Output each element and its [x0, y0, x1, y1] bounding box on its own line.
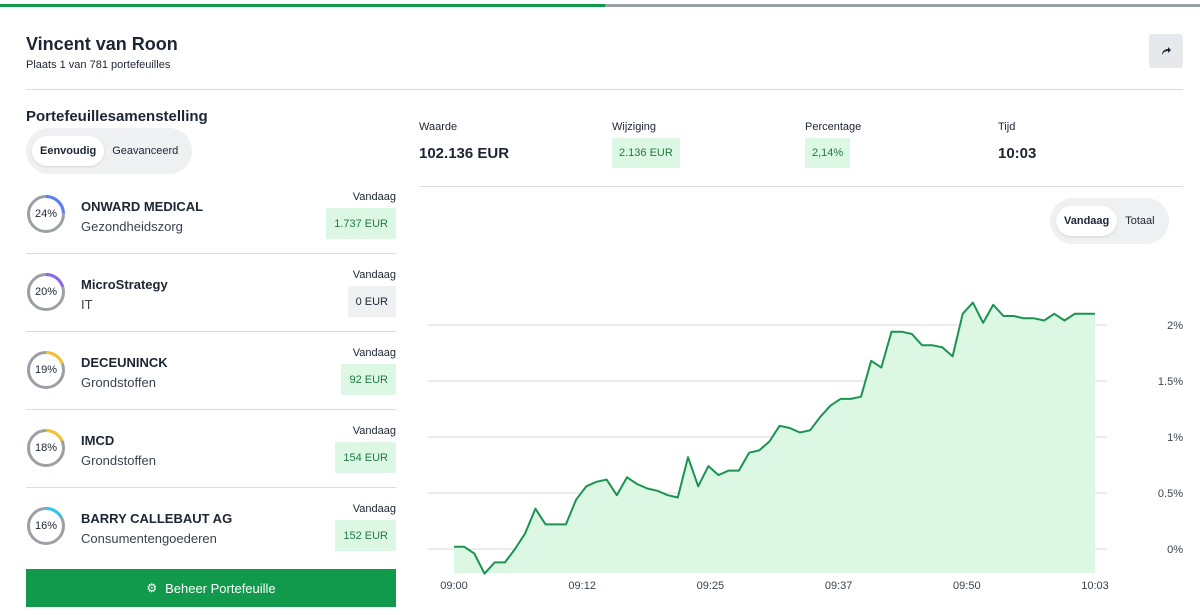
allocation-percent: 16%: [34, 520, 58, 532]
share-button[interactable]: [1149, 34, 1183, 68]
stat-percent: Percentage 2,14%: [805, 121, 861, 168]
range-today[interactable]: Vandaag: [1056, 206, 1118, 236]
holding-row[interactable]: 19% DECEUNINCK Grondstoffen Vandaag 92 E…: [26, 332, 396, 410]
holdings-list: 24% ONWARD MEDICAL Gezondheidszorg Vanda…: [26, 176, 396, 566]
allocation-percent: 24%: [34, 208, 58, 220]
today-label: Vandaag: [352, 191, 396, 203]
manage-portfolio-button[interactable]: ⚙ Beheer Portefeuille: [26, 569, 396, 607]
loading-progress-bar: [0, 4, 1200, 7]
stat-change: Wijziging 2.136 EUR: [612, 121, 680, 168]
loading-progress-fill: [0, 4, 605, 7]
holding-name: ONWARD MEDICAL: [81, 199, 204, 214]
manage-portfolio-label: Beheer Portefeuille: [165, 580, 276, 596]
gear-icon: ⚙: [146, 581, 158, 595]
composition-title: Portefeuillesamenstelling: [26, 108, 208, 125]
stat-time: Tijd 10:03: [998, 121, 1036, 162]
portfolio-time: 10:03: [998, 145, 1037, 162]
toggle-simple[interactable]: Eenvoudig: [32, 136, 105, 166]
today-value: 154 EUR: [335, 442, 396, 473]
allocation-ring: [27, 273, 65, 311]
range-total[interactable]: Totaal: [1125, 215, 1155, 227]
header-divider: [26, 89, 1183, 90]
holding-name: DECEUNINCK: [81, 355, 168, 370]
holding-sector: IT: [81, 297, 93, 312]
holding-sector: Grondstoffen: [81, 375, 156, 390]
portfolio-percent: 2,14%: [805, 138, 851, 168]
portfolio-rank: Plaats 1 van 781 portefeuilles: [26, 59, 171, 71]
today-value: 152 EUR: [335, 520, 396, 551]
stat-time-label: Tijd: [998, 121, 1016, 133]
today-label: Vandaag: [352, 269, 396, 281]
stat-percent-label: Percentage: [805, 121, 862, 133]
today-value: 1.737 EUR: [326, 208, 396, 239]
stat-value-label: Waarde: [419, 121, 458, 133]
allocation-ring: [27, 429, 65, 467]
stats-divider: [419, 186, 1183, 187]
allocation-percent: 19%: [34, 364, 58, 376]
allocation-ring: [27, 351, 65, 389]
holding-sector: Grondstoffen: [81, 453, 156, 468]
holding-row[interactable]: 16% BARRY CALLEBAUT AG Consumentengoeder…: [26, 488, 396, 566]
toggle-advanced[interactable]: Geavanceerd: [112, 145, 179, 157]
holding-row[interactable]: 18% IMCD Grondstoffen Vandaag 154 EUR: [26, 410, 396, 488]
holding-name: IMCD: [81, 433, 115, 448]
chart-range-toggle: Vandaag Totaal: [1050, 198, 1169, 244]
allocation-ring: [27, 195, 65, 233]
allocation-percent: 18%: [34, 442, 58, 454]
today-label: Vandaag: [352, 425, 396, 437]
holding-name: BARRY CALLEBAUT AG: [81, 511, 233, 526]
share-arrow-icon: [1162, 47, 1171, 55]
holding-name: MicroStrategy: [81, 277, 168, 292]
allocation-percent: 20%: [34, 286, 58, 298]
stat-value: Waarde 102.136 EUR: [419, 121, 509, 162]
stat-change-label: Wijziging: [612, 121, 657, 133]
portfolio-owner-name: Vincent van Roon: [26, 34, 178, 54]
portfolio-value: 102.136 EUR: [419, 145, 510, 162]
holding-row[interactable]: 20% MicroStrategy IT Vandaag 0 EUR: [26, 254, 396, 332]
today-label: Vandaag: [352, 347, 396, 359]
today-value: 92 EUR: [341, 364, 396, 395]
composition-view-toggle: Eenvoudig Geavanceerd: [26, 128, 193, 174]
allocation-ring: [27, 507, 65, 545]
holding-sector: Gezondheidszorg: [81, 219, 183, 234]
today-value: 0 EUR: [347, 286, 396, 317]
holding-row[interactable]: 24% ONWARD MEDICAL Gezondheidszorg Vanda…: [26, 176, 396, 254]
portfolio-change: 2.136 EUR: [612, 138, 680, 168]
today-label: Vandaag: [352, 503, 396, 515]
holding-sector: Consumentengoederen: [81, 531, 217, 546]
